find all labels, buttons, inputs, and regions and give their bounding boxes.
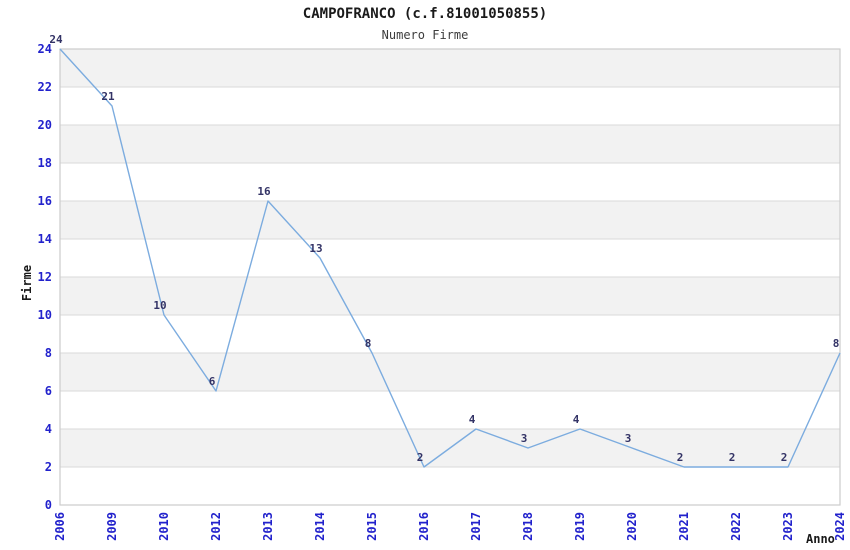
band-shading [60,353,840,391]
plot-border [59,48,841,506]
y-tick-label: 6 [45,384,52,398]
y-tick-label: 4 [45,422,52,436]
x-tick-label: 2006 [53,512,67,541]
band-shading [60,277,840,315]
y-tick-label: 24 [38,42,52,56]
band-shading [60,49,840,87]
y-tick-label: 2 [45,460,52,474]
y-tick-label: 20 [38,118,52,132]
data-point-label: 8 [833,337,840,350]
x-tick-label: 2009 [105,512,119,541]
data-point-label: 10 [153,299,166,312]
data-point-label: 3 [521,432,528,445]
y-tick-label: 22 [38,80,52,94]
band-shading [60,201,840,239]
band-shading [60,125,840,163]
x-tick-label: 2010 [157,512,171,541]
data-point-label: 16 [257,185,271,198]
chart-subtitle: Numero Firme [381,28,469,42]
data-point-label: 13 [309,242,322,255]
x-tick-label: 2018 [521,512,535,541]
y-tick-label: 18 [38,156,52,170]
x-tick-label: 2020 [625,512,639,541]
x-tick-label: 2019 [573,512,587,541]
data-point-label: 21 [101,90,115,103]
data-point-label: 6 [209,375,216,388]
x-tick-label: 2017 [469,512,483,541]
data-point-label: 2 [729,451,736,464]
data-point-label: 2 [417,451,424,464]
data-point-label: 24 [49,33,63,46]
x-tick-label: 2012 [209,512,223,541]
y-tick-label: 14 [38,232,52,246]
y-tick-label: 0 [45,498,52,512]
data-point-label: 2 [677,451,684,464]
data-point-label: 8 [365,337,372,350]
data-point-label: 3 [625,432,632,445]
y-axis-title: Firme [20,264,34,302]
data-point-label: 4 [469,413,476,426]
x-tick-label: 2014 [313,512,327,541]
chart-title: CAMPOFRANCO (c.f.81001050855) [302,6,548,22]
x-tick-label: 2016 [417,512,431,541]
y-tick-label: 12 [38,270,52,284]
x-tick-label: 2015 [365,512,379,541]
data-point-label: 4 [573,413,580,426]
y-tick-label: 10 [38,308,52,322]
x-axis-title: Anno [806,532,835,546]
x-tick-label: 2022 [729,512,743,541]
data-line [59,48,841,468]
y-tick-label: 8 [45,346,52,360]
x-tick-label: 2013 [261,512,275,541]
y-tick-label: 16 [38,194,52,208]
x-tick-label: 2024 [833,512,847,541]
x-tick-label: 2021 [677,512,691,541]
data-point-label: 2 [781,451,788,464]
x-tick-label: 2023 [781,512,795,541]
